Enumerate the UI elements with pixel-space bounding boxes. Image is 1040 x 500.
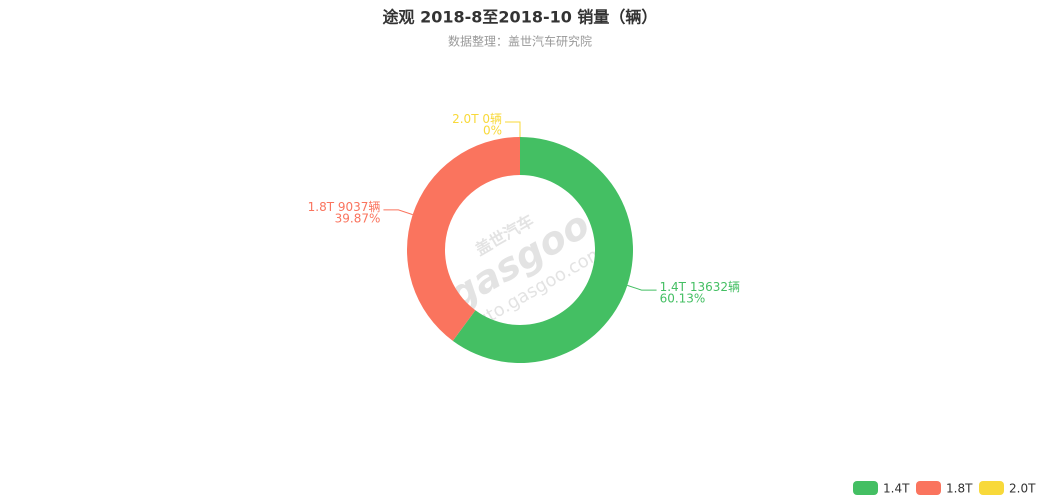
label-value: 0辆 [482, 112, 502, 126]
legend-label: 2.0T [1009, 482, 1036, 496]
donut-slice [452, 137, 634, 364]
leader-line [505, 121, 521, 137]
legend-swatch [853, 481, 878, 495]
label-category: 2.0T [452, 112, 479, 126]
percent-label: 39.87% [335, 211, 381, 225]
leader-line [383, 209, 413, 216]
legend-label: 1.4T [883, 482, 910, 496]
chart-title: 途观 2018-8至2018-10 销量（辆） [383, 8, 658, 27]
percent-label: 0% [483, 124, 502, 138]
label-value: 9037辆 [338, 199, 381, 213]
legend-swatch [916, 481, 941, 495]
donut-slice [407, 137, 520, 341]
label-category: 1.4T [660, 280, 687, 294]
leader-line [627, 284, 657, 291]
legend-label: 1.8T [946, 482, 973, 496]
chart-subtitle: 数据整理：盖世汽车研究院 [448, 34, 592, 49]
label-category: 1.8T [308, 199, 335, 213]
data-label: 1.4T 13632辆 [660, 280, 740, 294]
legend-swatch [979, 481, 1004, 495]
data-label: 1.8T 9037辆 [308, 199, 381, 213]
label-value: 13632辆 [690, 280, 740, 294]
percent-label: 60.13% [660, 292, 706, 306]
data-label: 2.0T 0辆 [452, 112, 502, 126]
